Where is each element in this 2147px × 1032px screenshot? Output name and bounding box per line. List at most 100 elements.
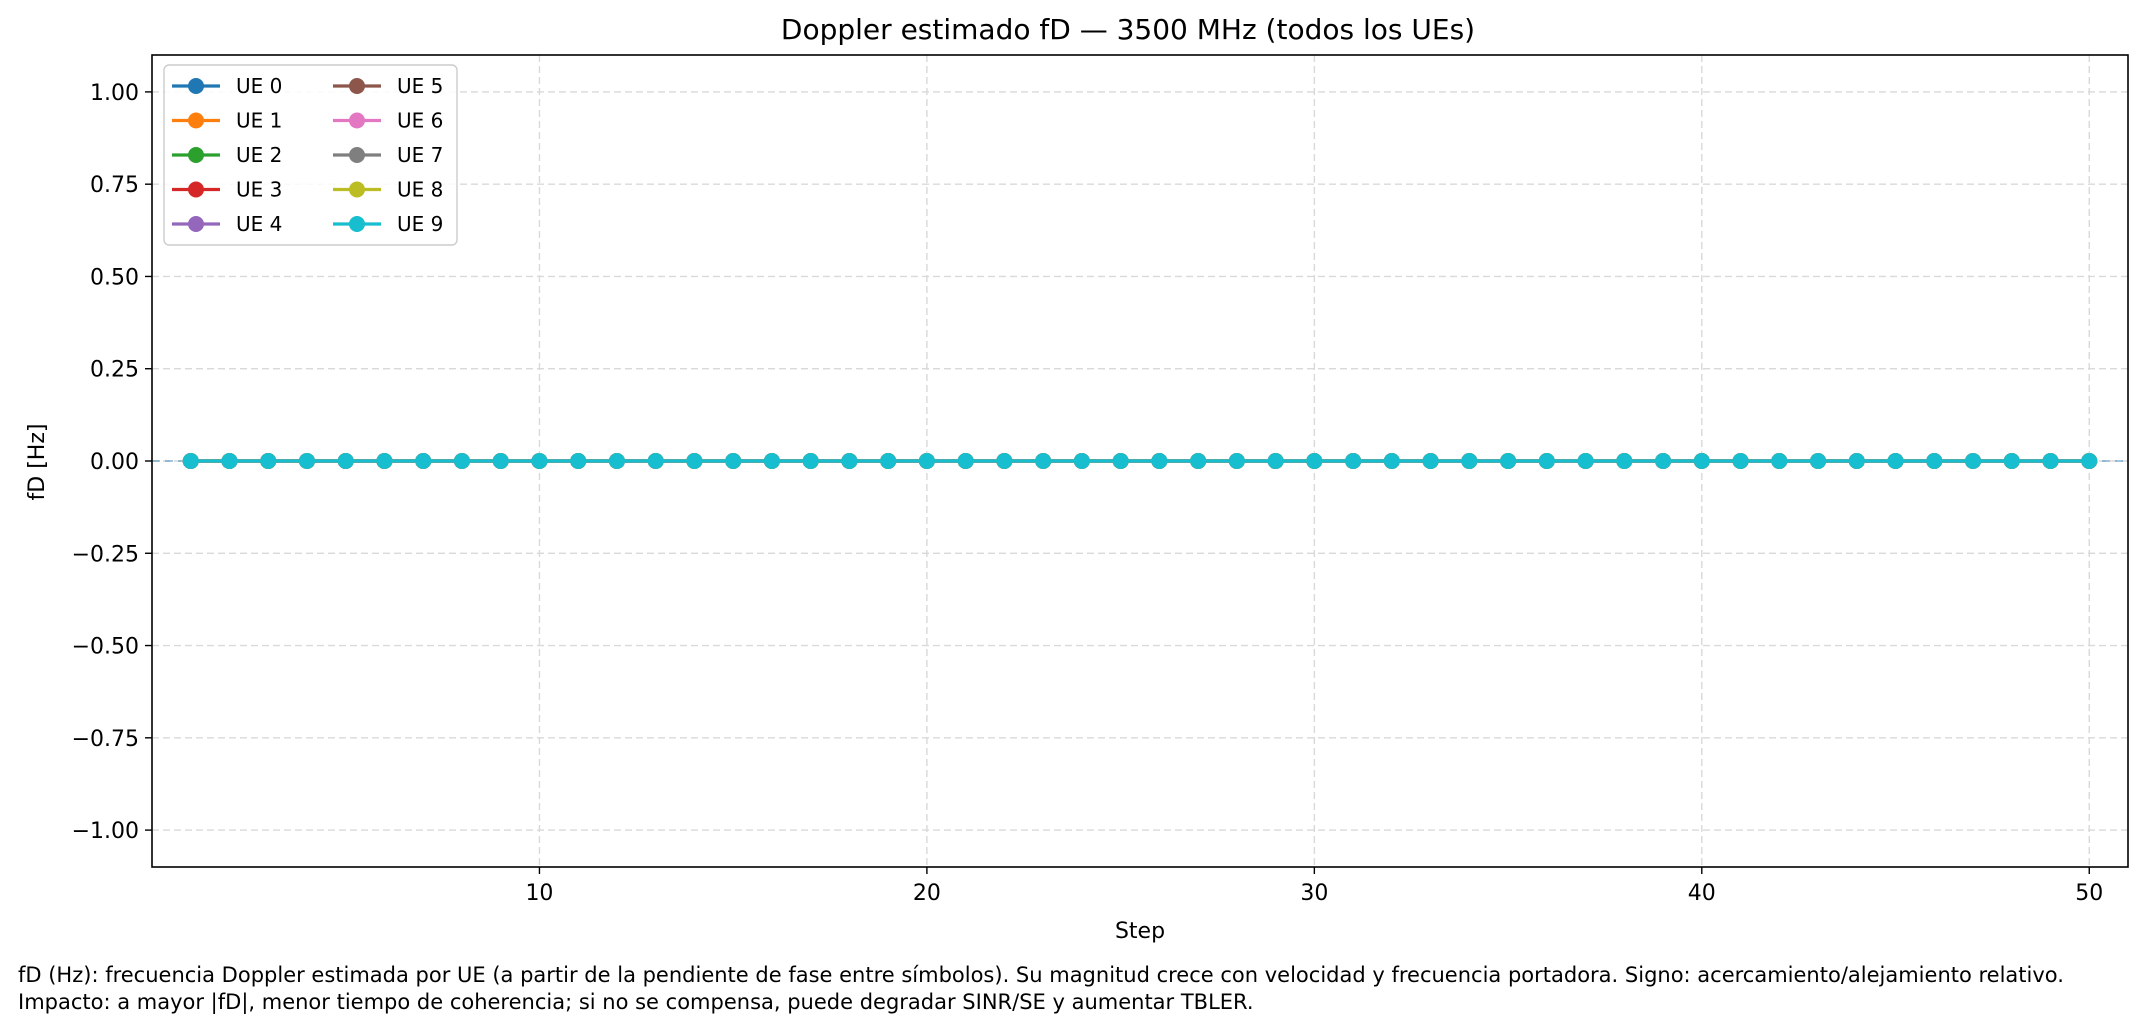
legend-swatch-marker — [188, 216, 204, 232]
legend-label: UE 0 — [236, 74, 282, 98]
legend-swatch-marker — [349, 78, 365, 94]
data-point — [1267, 453, 1284, 469]
legend-item: UE 5 — [333, 74, 443, 98]
data-point — [298, 453, 315, 469]
legend-label: UE 9 — [397, 212, 443, 236]
legend-item: UE 7 — [333, 143, 443, 167]
data-point — [763, 453, 780, 469]
x-tick-label: 20 — [913, 881, 941, 906]
data-point — [957, 453, 974, 469]
data-point — [1810, 453, 1827, 469]
legend-label: UE 5 — [397, 74, 443, 98]
data-point — [1926, 453, 1943, 469]
legend-label: UE 8 — [397, 178, 443, 202]
data-point — [1616, 453, 1633, 469]
legend-item: UE 3 — [172, 178, 282, 202]
legend-item: UE 6 — [333, 109, 443, 133]
y-tick-label: 0.75 — [90, 173, 139, 198]
legend-label: UE 3 — [236, 178, 282, 202]
chart-caption: fD (Hz): frecuencia Doppler estimada por… — [18, 963, 2064, 1014]
series-ue-9 — [182, 453, 2098, 469]
data-point — [2003, 453, 2020, 469]
y-tick-label: 0.25 — [90, 358, 139, 383]
y-tick-label: −1.00 — [72, 819, 139, 844]
data-point — [1383, 453, 1400, 469]
data-point — [1228, 453, 1245, 469]
x-tick-label: 10 — [525, 881, 553, 906]
data-point — [1422, 453, 1439, 469]
data-point — [802, 453, 819, 469]
data-point — [2081, 453, 2098, 469]
data-point — [415, 453, 432, 469]
data-point — [182, 453, 199, 469]
data-point — [725, 453, 742, 469]
y-tick-label: −0.25 — [72, 542, 139, 567]
series-group — [182, 453, 2098, 469]
legend-swatch-marker — [349, 216, 365, 232]
legend-swatch-marker — [188, 112, 204, 129]
legend-label: UE 2 — [236, 143, 282, 167]
data-point — [492, 453, 509, 469]
x-axis-ticks: 10 20 30 40 50 — [525, 867, 2103, 906]
legend-label: UE 1 — [236, 109, 282, 133]
data-point — [1112, 453, 1129, 469]
y-tick-label: 1.00 — [90, 81, 139, 106]
data-point — [1732, 453, 1749, 469]
legend-item: UE 2 — [172, 143, 282, 167]
data-point — [531, 453, 548, 469]
legend-swatch-marker — [349, 147, 365, 163]
data-point — [1655, 453, 1672, 469]
data-point — [1538, 453, 1555, 469]
data-point — [1693, 453, 1710, 469]
legend-label: UE 6 — [397, 109, 443, 133]
legend-swatch-marker — [349, 181, 365, 198]
y-tick-label: 0.00 — [90, 450, 139, 475]
data-point — [1035, 453, 1052, 469]
data-point — [2042, 453, 2059, 469]
legend-frame — [163, 64, 458, 246]
data-point — [841, 453, 858, 469]
data-point — [1500, 453, 1517, 469]
legend-item: UE 4 — [172, 212, 282, 236]
data-point — [1151, 453, 1168, 469]
data-point — [1771, 453, 1788, 469]
x-tick-label: 40 — [1688, 881, 1716, 906]
data-point — [376, 453, 393, 469]
y-axis-label: fD [Hz] — [25, 424, 50, 501]
data-point — [1073, 453, 1090, 469]
legend-swatch-marker — [349, 112, 365, 129]
data-point — [570, 453, 587, 469]
chart-title: Doppler estimado fD — 3500 MHz (todos lo… — [781, 13, 1475, 46]
x-tick-label: 30 — [1300, 881, 1328, 906]
data-point — [1461, 453, 1478, 469]
x-axis-label: Step — [1115, 919, 1165, 944]
legend-label: UE 7 — [397, 143, 443, 167]
legend-swatch-marker — [188, 181, 204, 198]
legend-item: UE 1 — [172, 109, 282, 133]
data-point — [1848, 453, 1865, 469]
data-point — [1965, 453, 1982, 469]
grid — [152, 55, 2128, 867]
data-point — [996, 453, 1013, 469]
data-point — [260, 453, 277, 469]
data-point — [880, 453, 897, 469]
data-point — [608, 453, 625, 469]
legend: UE 0 UE 1 UE 2 UE 3 UE 4 UE 5 UE 6 UE 7 UE 8 UE 9 — [163, 64, 458, 246]
legend-item: UE 0 — [172, 74, 282, 98]
data-point — [1577, 453, 1594, 469]
data-point — [1306, 453, 1323, 469]
y-tick-label: −0.75 — [72, 727, 139, 752]
data-point — [1190, 453, 1207, 469]
data-point — [918, 453, 935, 469]
y-tick-label: −0.50 — [72, 635, 139, 660]
data-point — [453, 453, 470, 469]
data-point — [221, 453, 238, 469]
legend-label: UE 4 — [236, 212, 282, 236]
x-tick-label: 50 — [2075, 881, 2103, 906]
data-point — [1887, 453, 1904, 469]
legend-item: UE 8 — [333, 178, 443, 202]
data-point — [1345, 453, 1362, 469]
legend-item: UE 9 — [333, 212, 443, 236]
data-point — [686, 453, 703, 469]
